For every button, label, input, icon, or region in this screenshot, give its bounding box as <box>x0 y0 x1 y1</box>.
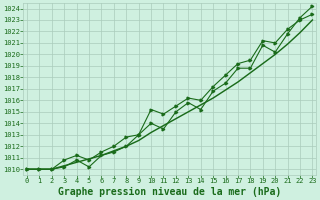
X-axis label: Graphe pression niveau de la mer (hPa): Graphe pression niveau de la mer (hPa) <box>58 187 281 197</box>
